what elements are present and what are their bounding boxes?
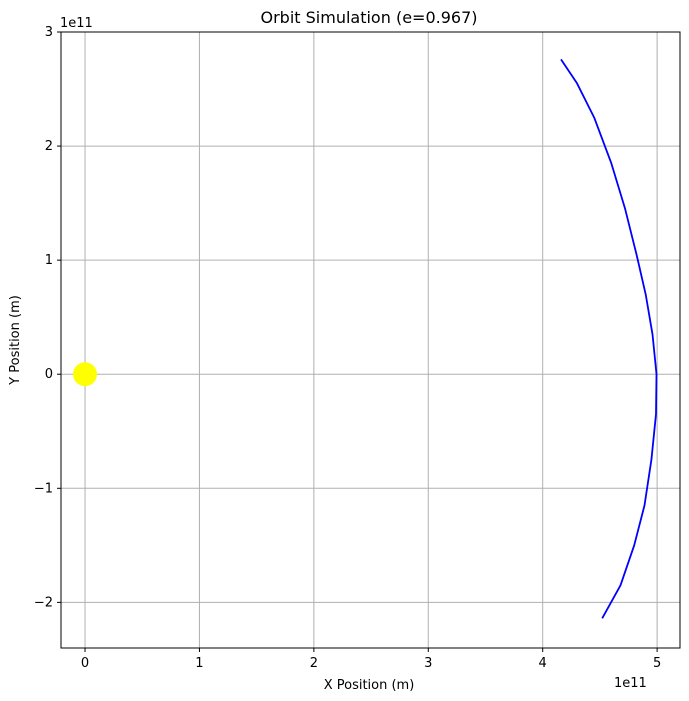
plot-area: [73, 58, 658, 619]
y-tick-label: −1: [34, 481, 53, 496]
plot-frame: [60, 31, 681, 649]
y-tick-label: 2: [45, 139, 53, 154]
y-tick-label: 0: [45, 367, 53, 382]
x-tick-label: 4: [539, 656, 547, 671]
y-tick-label: 3: [45, 25, 53, 40]
sun-marker: [73, 362, 98, 387]
x-tick-label: 1: [195, 656, 203, 671]
x-offset-label: 1e11: [614, 676, 647, 691]
orbit-trajectory-line: [560, 58, 658, 619]
y-tick-label: −2: [34, 595, 53, 610]
x-tick-label: 0: [81, 656, 89, 671]
x-tick-label: 5: [653, 656, 661, 671]
y-offset-label: 1e11: [60, 16, 93, 31]
y-tick-label: 1: [45, 253, 53, 268]
grid-lines: [61, 31, 680, 648]
x-tick-label: 2: [310, 656, 318, 671]
x-tick-label: 3: [424, 656, 432, 671]
chart-title: Orbit Simulation (e=0.967): [261, 8, 478, 27]
axes: 0 1 2 3 4 5 −2 −1 0 1 2 3: [34, 25, 681, 671]
x-axis-label: X Position (m): [324, 678, 415, 693]
y-axis-label: Y Position (m): [8, 295, 23, 386]
